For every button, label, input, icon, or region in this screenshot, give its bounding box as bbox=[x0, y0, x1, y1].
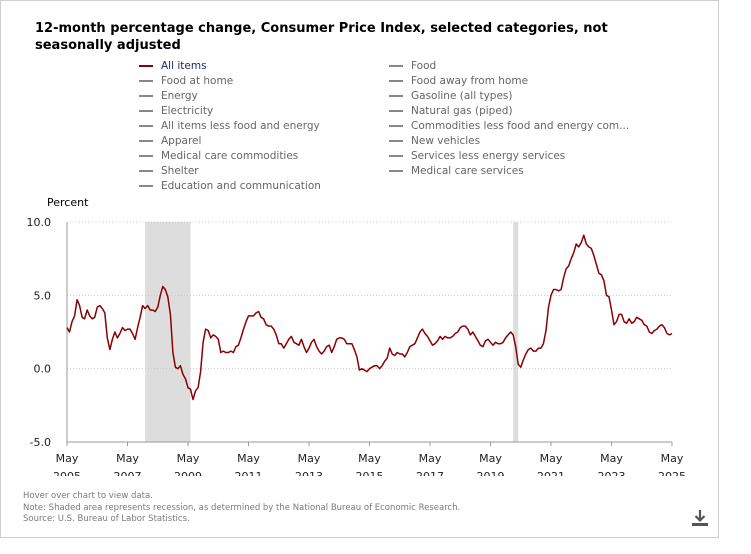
legend-item[interactable]: Shelter bbox=[139, 163, 199, 178]
legend-swatch bbox=[389, 124, 403, 127]
legend-swatch bbox=[139, 109, 153, 112]
x-tick-month: May bbox=[419, 452, 442, 465]
legend-item[interactable]: Gasoline (all types) bbox=[389, 88, 512, 103]
legend-label: Electricity bbox=[161, 104, 214, 117]
legend-swatch bbox=[139, 169, 153, 172]
legend-swatch bbox=[389, 154, 403, 157]
legend-item[interactable]: Natural gas (piped) bbox=[389, 103, 513, 118]
legend-swatch bbox=[139, 124, 153, 127]
chart-notes: Hover over chart to view data. Note: Sha… bbox=[23, 491, 460, 526]
x-tick-year: 2017 bbox=[416, 470, 444, 476]
legend-label: Food bbox=[411, 59, 437, 72]
legend-label: Natural gas (piped) bbox=[411, 104, 513, 117]
legend-swatch bbox=[389, 94, 403, 97]
legend-label: Shelter bbox=[161, 164, 199, 177]
series-line[interactable] bbox=[66, 234, 673, 401]
legend-item[interactable]: Electricity bbox=[139, 103, 213, 118]
legend-label: Medical care commodities bbox=[161, 149, 299, 162]
x-tick-month: May bbox=[661, 452, 684, 465]
legend-label: Commodities less food and energy com... bbox=[411, 119, 630, 132]
legend-label: Services less energy services bbox=[411, 149, 566, 162]
legend-label: Gasoline (all types) bbox=[411, 89, 513, 102]
legend-label: Education and communication bbox=[161, 179, 321, 192]
legend-item[interactable]: All items bbox=[139, 58, 207, 73]
recession-band bbox=[513, 222, 519, 442]
legend-item[interactable]: New vehicles bbox=[389, 133, 480, 148]
x-tick-month: May bbox=[540, 452, 563, 465]
legend-item[interactable]: Apparel bbox=[139, 133, 201, 148]
x-tick-year: 2023 bbox=[598, 470, 626, 476]
hover-hint: Hover over chart to view data. bbox=[23, 491, 153, 501]
legend-item[interactable]: Education and communication bbox=[139, 178, 321, 193]
legend-label: All items less food and energy bbox=[161, 119, 320, 132]
x-tick-month: May bbox=[177, 452, 200, 465]
x-tick-month: May bbox=[479, 452, 502, 465]
recession-band bbox=[145, 222, 191, 442]
x-tick-month: May bbox=[56, 452, 79, 465]
line-chart[interactable]: 10.0 5.0 0.0 -5.0 May 2005 May 2007 May 2009 May 20… bbox=[1, 206, 720, 476]
legend-label: Food away from home bbox=[411, 74, 529, 87]
source-note: Source: U.S. Bureau of Labor Statistics. bbox=[23, 514, 190, 524]
legend-label: Energy bbox=[161, 89, 198, 102]
legend-item[interactable]: Medical care services bbox=[389, 163, 524, 178]
legend-swatch bbox=[139, 79, 153, 82]
x-tick-year: 2009 bbox=[174, 470, 202, 476]
x-tick-month: May bbox=[358, 452, 381, 465]
x-tick-year: 2005 bbox=[53, 470, 81, 476]
legend-swatch bbox=[139, 94, 153, 97]
legend-swatch bbox=[389, 79, 403, 82]
legend-label: All items bbox=[161, 59, 207, 72]
y-tick-label: 10.0 bbox=[27, 216, 52, 229]
legend-item[interactable]: Food away from home bbox=[389, 73, 528, 88]
legend-item[interactable]: Commodities less food and energy com... bbox=[389, 118, 629, 133]
legend-swatch bbox=[139, 184, 153, 187]
x-tick-month: May bbox=[298, 452, 321, 465]
legend-item[interactable]: Food bbox=[389, 58, 436, 73]
x-tick-month: May bbox=[116, 452, 139, 465]
legend-label: Medical care services bbox=[411, 164, 524, 177]
legend-item[interactable]: Food at home bbox=[139, 73, 233, 88]
y-tick-label: 0.0 bbox=[34, 363, 52, 376]
x-tick-month: May bbox=[237, 452, 260, 465]
x-tick-year: 2007 bbox=[114, 470, 142, 476]
download-icon[interactable] bbox=[689, 507, 711, 529]
legend-label: Food at home bbox=[161, 74, 234, 87]
legend-label: New vehicles bbox=[411, 134, 481, 147]
x-tick-year: 2025 bbox=[658, 470, 686, 476]
legend-swatch bbox=[389, 64, 403, 67]
legend-swatch bbox=[389, 139, 403, 142]
legend-item[interactable]: All items less food and energy bbox=[139, 118, 320, 133]
legend-item[interactable]: Energy bbox=[139, 88, 198, 103]
recession-note: Note: Shaded area represents recession, … bbox=[23, 502, 461, 513]
x-tick-year: 2013 bbox=[295, 470, 323, 476]
chart-title: 12-month percentage change, Consumer Pri… bbox=[35, 21, 608, 53]
legend-item[interactable]: Services less energy services bbox=[389, 148, 565, 163]
x-tick-year: 2015 bbox=[356, 470, 384, 476]
y-tick-label: -5.0 bbox=[30, 436, 51, 449]
legend-swatch bbox=[389, 169, 403, 172]
legend-swatch bbox=[139, 154, 153, 157]
x-tick-month: May bbox=[600, 452, 623, 465]
legend-swatch bbox=[389, 109, 403, 112]
legend-item[interactable]: Medical care commodities bbox=[139, 148, 298, 163]
x-tick-year: 2011 bbox=[235, 470, 263, 476]
legend-label: Apparel bbox=[161, 134, 202, 147]
legend-swatch bbox=[139, 64, 153, 67]
x-tick-year: 2019 bbox=[477, 470, 505, 476]
y-tick-label: 5.0 bbox=[34, 289, 52, 302]
x-tick-year: 2021 bbox=[537, 470, 565, 476]
chart-frame: 12-month percentage change, Consumer Pri… bbox=[0, 0, 719, 538]
legend-swatch bbox=[139, 139, 153, 142]
y-axis-label: Percent bbox=[47, 196, 89, 209]
